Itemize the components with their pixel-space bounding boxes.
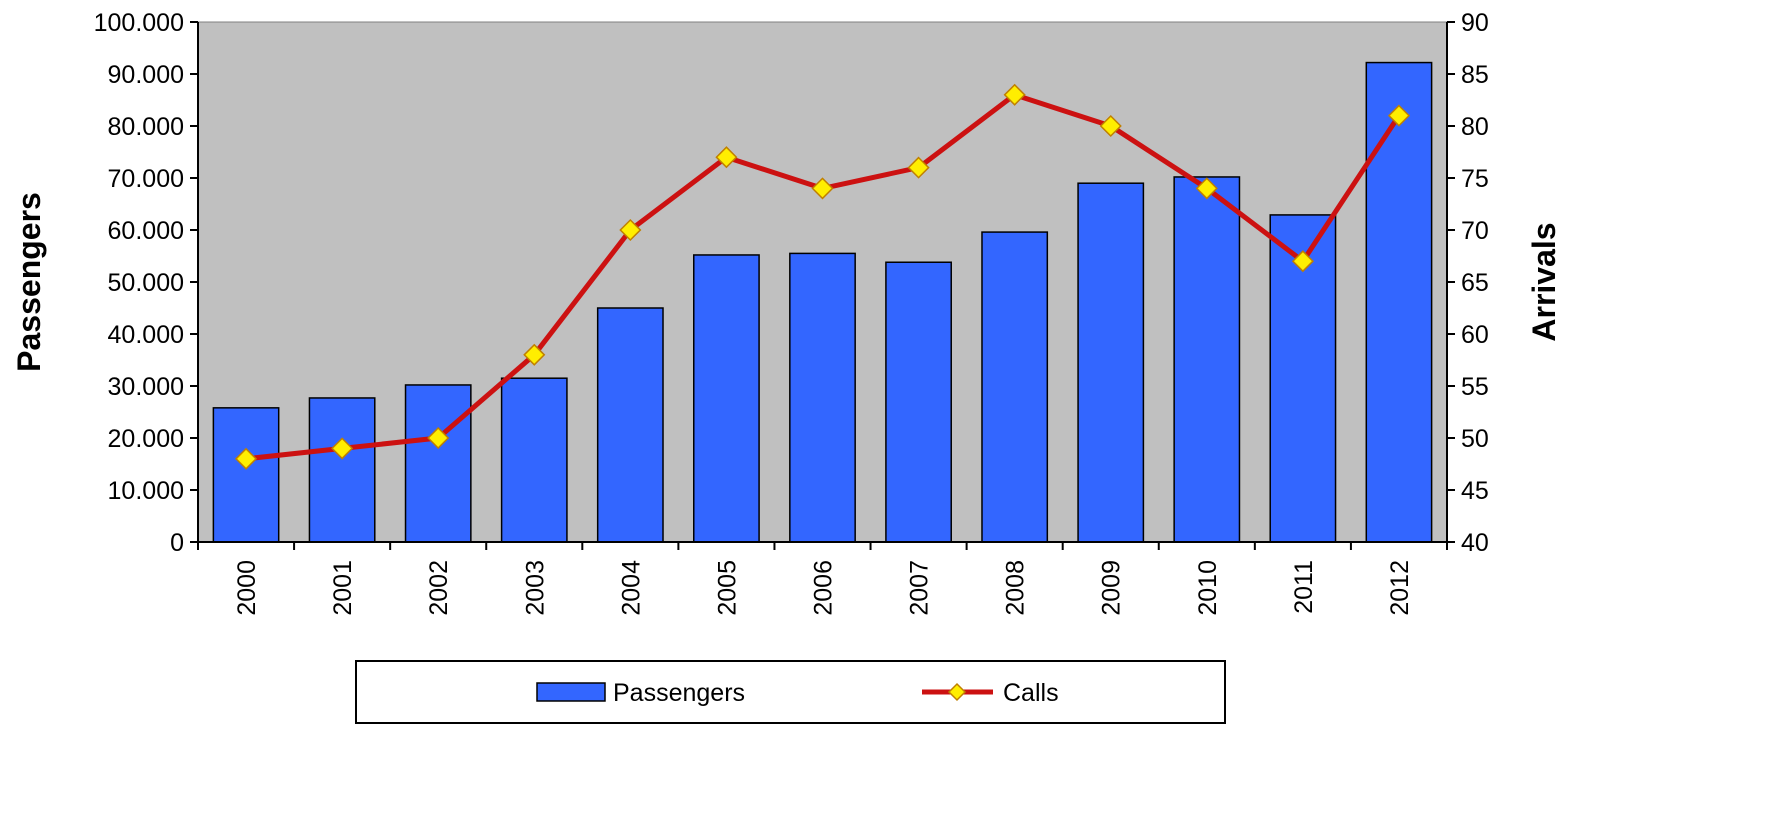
y2-tick-label: 85 [1461,61,1489,89]
y2-tick-label: 80 [1461,113,1489,141]
y-tick-label: 70.000 [108,165,184,193]
x-tick-label: 2007 [906,560,934,616]
y2-tick-label: 45 [1461,477,1489,505]
y2-tick-label: 70 [1461,217,1489,245]
y-tick-label: 100.000 [94,9,184,37]
x-tick-label: 2003 [521,560,549,616]
x-tick-label: 2006 [810,560,838,616]
y2-tick-label: 40 [1461,529,1489,557]
y-axis-title: Passengers [11,192,47,372]
y-tick-label: 30.000 [108,373,184,401]
x-tick-label: 2008 [1002,560,1030,616]
legend: Passengers Calls [355,660,1226,724]
bar-2004 [596,307,664,543]
y-tick-label: 20.000 [108,425,184,453]
bar-2003 [500,377,568,543]
x-axis-ticks: 2000 2001 2002 2003 2004 2005 2006 2007 2008 2009… [197,542,1448,616]
x-tick-label: 2012 [1386,560,1414,616]
bar-2000 [212,407,280,543]
calls-point-2004 [619,218,642,242]
calls-point-2011 [1291,250,1314,273]
calls-point-2002 [427,426,450,450]
y2-tick-label: 55 [1461,373,1489,401]
bar-2001 [308,397,376,543]
calls-point-2012 [1387,104,1411,127]
y-tick-label: 50.000 [108,269,184,297]
legend-swatch-calls-marker [947,682,967,702]
right-axis-ticks: 40 45 50 55 60 65 70 75 80 85 90 [1447,9,1489,557]
bar-2002 [404,384,472,543]
y2-tick-label: 65 [1461,269,1489,297]
y2-tick-label: 60 [1461,321,1489,349]
x-tick-label: 2002 [425,560,453,616]
calls-point-2000 [234,447,258,470]
y2-tick-label: 75 [1461,165,1489,193]
x-tick-label: 2001 [329,560,357,616]
bar-2006 [789,252,856,543]
x-tick-label: 2010 [1194,560,1222,616]
y-tick-label: 90.000 [108,61,184,89]
y-tick-label: 40.000 [108,321,184,349]
legend-label-passengers: Passengers [613,679,745,707]
y-tick-label: 0 [170,529,184,557]
calls-point-2010 [1195,177,1218,200]
x-tick-label: 2009 [1098,560,1126,616]
x-tick-label: 2005 [713,560,741,616]
bar-2009 [1077,182,1145,543]
x-tick-label: 2011 [1290,560,1318,614]
calls-point-2001 [331,437,354,460]
bar-2007 [885,261,952,543]
calls-point-2008 [1003,83,1026,106]
x-tick-label: 2004 [617,560,645,616]
calls-point-2007 [907,156,930,179]
calls-point-2009 [1099,114,1122,138]
y2-tick-label: 50 [1461,425,1489,453]
bar-2008 [981,231,1049,543]
y-tick-label: 10.000 [108,477,184,505]
x-tick-label: 2000 [233,560,261,616]
calls-point-2005 [715,146,738,169]
legend-swatch-passengers [536,682,606,702]
y2-axis-title: Arrivals [1526,222,1562,341]
bar-2012 [1365,61,1433,543]
bar-series-passengers [212,61,1433,543]
y2-tick-label: 90 [1461,9,1489,37]
bar-2010 [1173,176,1241,543]
calls-point-2006 [811,177,834,200]
line-series-calls [234,83,1411,470]
legend-label-calls: Calls [1003,679,1059,707]
y-tick-label: 60.000 [108,217,184,245]
legend-box [355,660,1226,724]
bar-2005 [693,254,760,543]
left-axis-ticks: 0 10.000 20.000 30.000 40.000 50.000 60.000 70.… [94,9,198,557]
y-tick-label: 80.000 [108,113,184,141]
calls-point-2003 [523,343,546,366]
